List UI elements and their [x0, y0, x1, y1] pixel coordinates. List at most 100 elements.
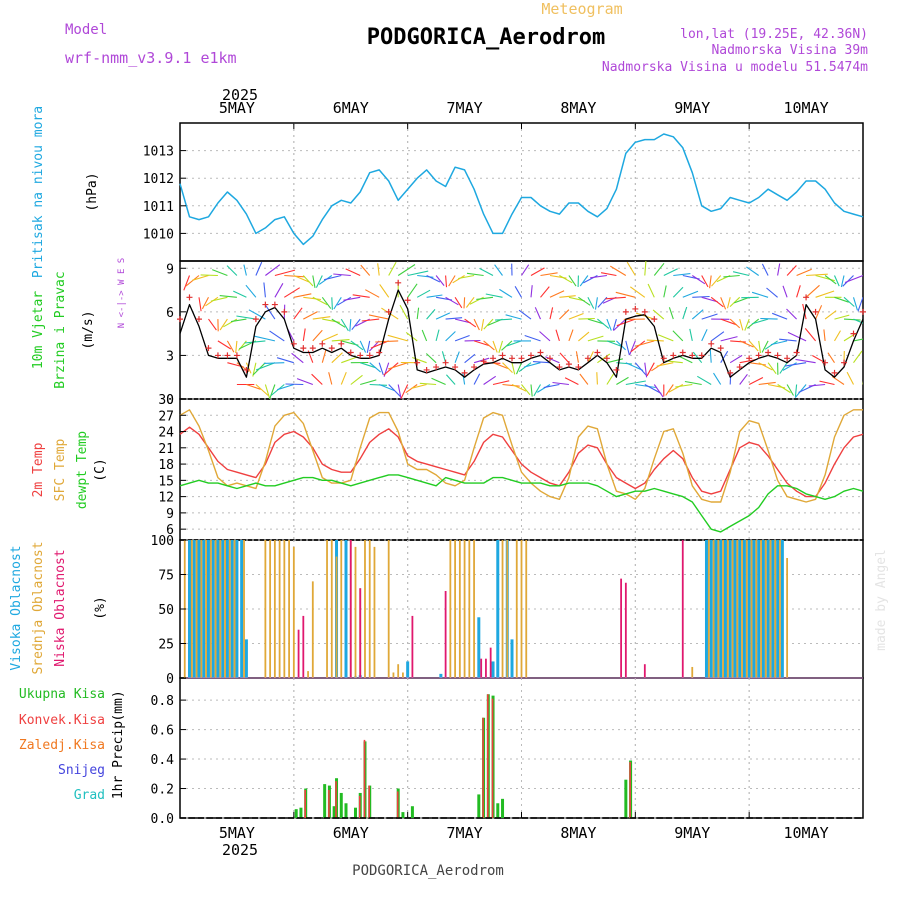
wind-gust-mark — [736, 364, 743, 371]
wind-barb — [652, 309, 665, 320]
wind-barb — [720, 318, 737, 326]
wind-barb — [665, 384, 674, 396]
wind-barb — [852, 297, 858, 311]
wind-barb — [352, 294, 370, 298]
temperature-panel-frame — [179, 398, 864, 541]
y-tick-label: 27 — [158, 409, 174, 424]
wind-gust-mark — [556, 364, 563, 371]
wind-gust-mark — [186, 294, 193, 301]
y-tick-label: 9 — [166, 507, 174, 522]
wind-gust-mark — [841, 359, 848, 366]
wind-barb — [366, 340, 371, 354]
wind-barb — [786, 265, 797, 276]
y-tick-label: 50 — [158, 603, 174, 618]
wind-gust-mark — [452, 364, 459, 371]
wind-gust-mark — [433, 364, 440, 371]
y-tick-label: 25 — [158, 638, 174, 653]
wind-barb — [784, 362, 807, 367]
wind-barb — [559, 295, 576, 298]
wind-barb — [219, 318, 228, 331]
wind-barb — [857, 297, 863, 312]
wind-barb — [549, 290, 565, 298]
wind-gust-mark — [233, 352, 240, 359]
wind-gust-mark — [509, 355, 516, 362]
wind-barb — [823, 329, 826, 341]
wind-barb — [568, 312, 584, 320]
wind-gust-mark — [243, 366, 250, 373]
wind-barb — [360, 264, 371, 276]
wind-gust-mark — [376, 349, 383, 356]
wind-gust-mark — [423, 366, 430, 373]
wind-barb — [853, 338, 863, 342]
wind-barb — [746, 266, 760, 276]
wind-barb — [315, 275, 323, 288]
temp-axis-unit: (C) — [93, 458, 108, 481]
wind-barb — [454, 334, 470, 342]
wind-axis-title: 10m Vjetar — [31, 291, 46, 369]
wind-barb — [843, 332, 857, 342]
temp-2m-line — [179, 426, 864, 498]
wind-barb — [400, 384, 409, 399]
pressure-series-line — [179, 133, 864, 246]
wind-gust-mark — [262, 301, 269, 308]
wind-barb — [730, 340, 746, 343]
day-label-bottom: 7MAY — [447, 824, 483, 842]
wind-barb — [312, 316, 331, 320]
wind-barb — [777, 263, 781, 276]
wind-barb — [291, 352, 304, 364]
wind-barb — [333, 297, 342, 310]
wind-barb — [369, 362, 381, 373]
wind-barb — [805, 284, 820, 298]
temp-sfc-line — [179, 409, 863, 503]
wind-barb — [853, 350, 863, 364]
wind-barb — [230, 318, 247, 323]
wind-barb — [540, 286, 550, 298]
wind-barb — [180, 297, 197, 304]
wind-barb — [458, 274, 475, 280]
wind-barb — [601, 272, 617, 277]
wind-barb — [564, 377, 579, 385]
wind-barb — [779, 362, 788, 374]
y-tick-label: 0 — [166, 672, 174, 687]
wind-barb — [425, 353, 437, 364]
wind-barb — [473, 318, 480, 331]
precip-legend-hail: Grad — [74, 788, 105, 803]
wind-barb — [629, 340, 636, 356]
wind-barb — [464, 353, 476, 364]
cloud-axis-title-low: Niska Oblacnost — [53, 549, 68, 666]
wind-barb — [786, 308, 797, 320]
cloud-axis-title-mid: Srednja Oblacnost — [31, 541, 46, 674]
wind-barb — [710, 296, 724, 308]
y-tick-label: 0.4 — [151, 753, 175, 768]
wind-barb — [435, 329, 440, 342]
wind-gust-mark — [594, 349, 601, 356]
wind-barb — [518, 309, 532, 320]
wind-gust-mark — [641, 308, 648, 315]
wind-barb — [537, 384, 551, 393]
y-tick-label: 0.2 — [151, 783, 174, 798]
wind-gust-mark — [309, 345, 316, 352]
wind-barb — [445, 275, 448, 288]
wind-barb — [815, 290, 835, 298]
wind-barb — [511, 362, 516, 375]
wind-barb — [815, 305, 823, 320]
wind-barb — [312, 329, 323, 342]
wind-barb — [691, 275, 706, 285]
y-tick-label: 12 — [158, 491, 174, 506]
year-label-bottom: 2025 — [222, 841, 258, 859]
wind-barb — [559, 352, 570, 364]
wind-barb — [208, 318, 217, 331]
wind-barb — [796, 268, 812, 277]
wind-barb — [321, 296, 332, 309]
wind-gust-mark — [765, 349, 772, 356]
wind-gust-mark — [727, 369, 734, 376]
wind-gust-mark — [784, 355, 791, 362]
wind-barb — [276, 357, 294, 364]
wind-barb — [223, 318, 238, 328]
wind-barb — [559, 309, 570, 320]
y-tick-label: 30 — [158, 393, 174, 408]
y-tick-label: 6 — [166, 306, 174, 321]
wind-barb — [321, 350, 327, 363]
wind-barb — [843, 296, 855, 307]
wind-gust-mark — [774, 352, 781, 359]
